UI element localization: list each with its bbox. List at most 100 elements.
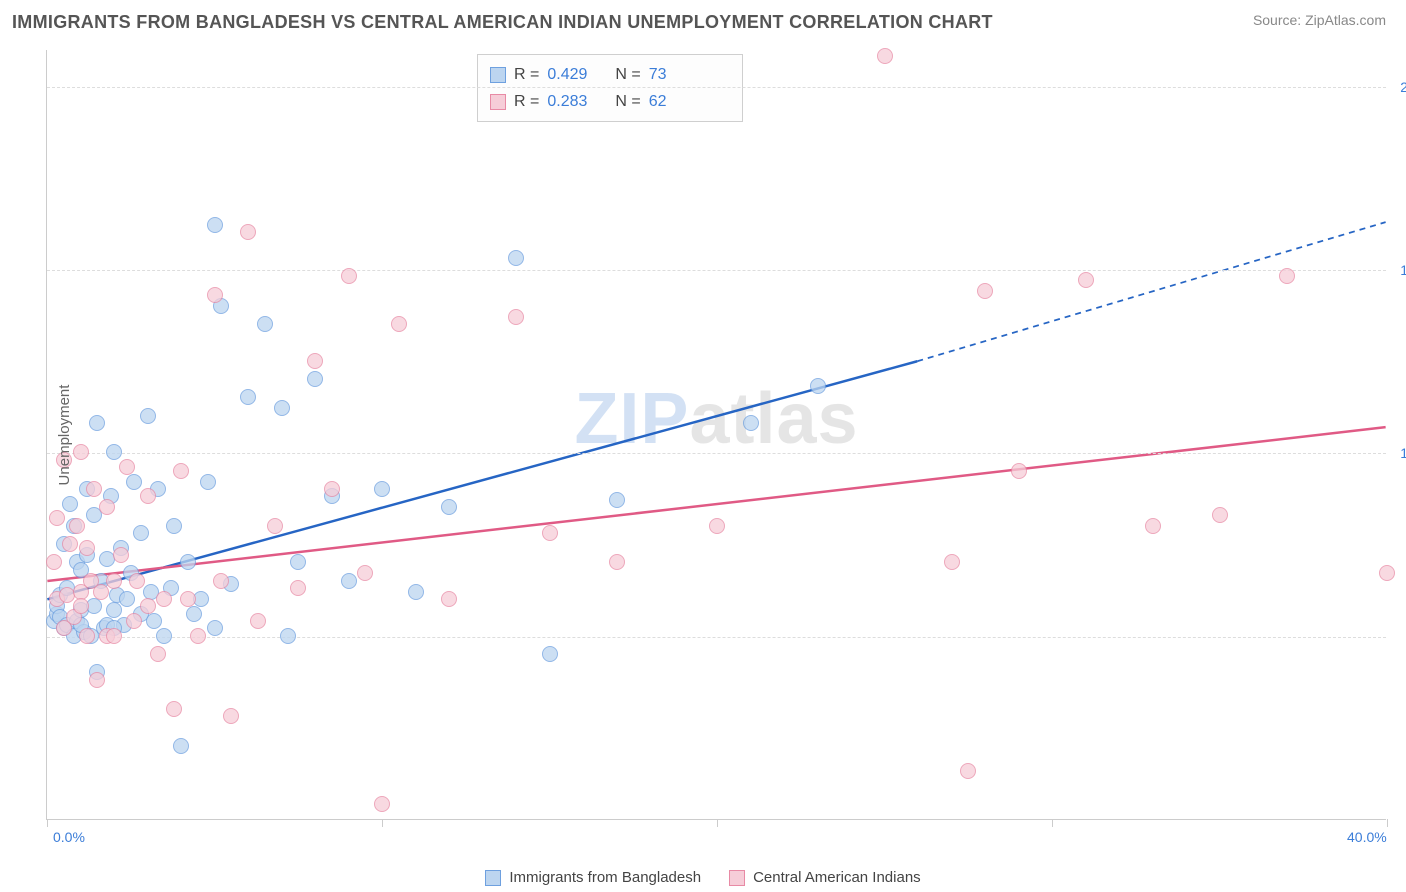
stat-n-label: N = [615,61,640,88]
data-point [324,481,340,497]
stat-r-value: 0.283 [547,88,587,115]
data-point [441,591,457,607]
legend-item: Central American Indians [729,869,921,886]
stat-n-value: 73 [649,61,667,88]
data-point [542,525,558,541]
legend-swatch [729,870,745,886]
x-tick-label: 0.0% [53,829,85,845]
data-point [119,591,135,607]
data-point [86,481,102,497]
stat-n-label: N = [615,88,640,115]
legend-label: Immigrants from Bangladesh [509,869,701,886]
data-point [200,474,216,490]
data-point [240,224,256,240]
x-tick-label: 40.0% [1347,829,1387,845]
data-point [166,701,182,717]
data-point [106,628,122,644]
data-point [106,444,122,460]
data-point [213,573,229,589]
y-axis-label: Unemployment [56,385,73,486]
data-point [274,400,290,416]
data-point [93,584,109,600]
scatter-chart: ZIPatlas R =0.429N =73R =0.283N =62 5.0%… [46,50,1386,820]
data-point [207,620,223,636]
data-point [1279,268,1295,284]
data-point [49,510,65,526]
stat-r-label: R = [514,88,539,115]
data-point [89,672,105,688]
data-point [290,554,306,570]
data-point [156,591,172,607]
data-point [944,554,960,570]
x-tick [382,819,383,827]
data-point [391,316,407,332]
legend-swatch [490,67,506,83]
data-point [126,474,142,490]
gridline [47,637,1386,638]
data-point [46,554,62,570]
data-point [223,708,239,724]
data-point [1145,518,1161,534]
data-point [960,763,976,779]
data-point [106,573,122,589]
data-point [508,309,524,325]
data-point [106,602,122,618]
data-point [408,584,424,600]
data-point [126,613,142,629]
data-point [156,628,172,644]
data-point [79,540,95,556]
data-point [280,628,296,644]
stats-row: R =0.429N =73 [490,61,730,88]
data-point [341,573,357,589]
data-point [146,613,162,629]
chart-source: Source: ZipAtlas.com [1253,12,1386,28]
x-tick [47,819,48,827]
data-point [609,554,625,570]
stat-r-value: 0.429 [547,61,587,88]
data-point [79,628,95,644]
data-point [743,415,759,431]
data-point [186,606,202,622]
data-point [1212,507,1228,523]
data-point [150,646,166,662]
data-point [180,591,196,607]
trend-lines [47,50,1386,819]
data-point [140,488,156,504]
legend-swatch [485,870,501,886]
data-point [133,525,149,541]
data-point [250,613,266,629]
chart-title: IMMIGRANTS FROM BANGLADESH VS CENTRAL AM… [12,12,993,33]
legend-label: Central American Indians [753,869,921,886]
y-tick-label: 10.0% [1400,445,1406,461]
x-tick [1052,819,1053,827]
data-point [99,499,115,515]
data-point [73,598,89,614]
data-point [1078,272,1094,288]
data-point [173,463,189,479]
data-point [341,268,357,284]
data-point [1011,463,1027,479]
data-point [810,378,826,394]
stats-row: R =0.283N =62 [490,88,730,115]
data-point [709,518,725,534]
correlation-stats-box: R =0.429N =73R =0.283N =62 [477,54,743,122]
data-point [166,518,182,534]
data-point [119,459,135,475]
data-point [374,481,390,497]
data-point [140,408,156,424]
legend-item: Immigrants from Bangladesh [485,869,701,886]
legend-swatch [490,94,506,110]
data-point [267,518,283,534]
gridline [47,453,1386,454]
data-point [113,547,129,563]
data-point [190,628,206,644]
data-point [441,499,457,515]
data-point [69,518,85,534]
data-point [1379,565,1395,581]
data-point [240,389,256,405]
gridline [47,270,1386,271]
data-point [977,283,993,299]
data-point [609,492,625,508]
data-point [257,316,273,332]
data-point [374,796,390,812]
